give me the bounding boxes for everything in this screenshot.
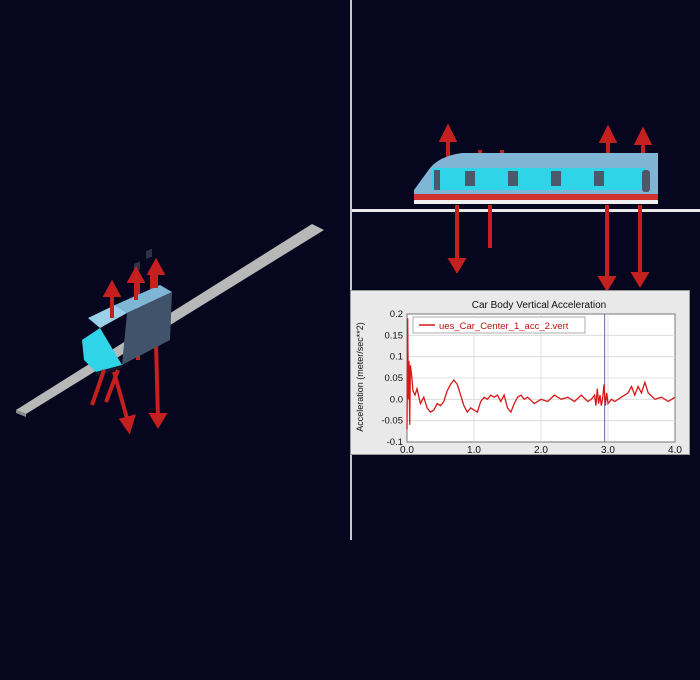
car-body: [82, 248, 172, 376]
right-scene: [352, 123, 700, 290]
y-tick-label: 0.2: [390, 309, 403, 320]
force-arrow-head: [597, 276, 617, 290]
legend-box: [412, 316, 586, 334]
force-arrow: [90, 369, 106, 406]
force-arrow: [112, 371, 130, 423]
y-tick-label: -0.1: [387, 437, 403, 448]
y-tick-label: 0.05: [385, 373, 404, 384]
x-tick-label: 1.0: [467, 445, 481, 454]
x-tick-label: 4.0: [668, 445, 682, 454]
tick-labels: 0.0 1.0 2.0 3.0 4.0 0.2 0.15 0.1 0.05 0.0 -0.05 -0.…: [381, 309, 682, 456]
legend: ues_Car_Center_1_acc_2.vert: [412, 316, 586, 334]
force-arrow-head: [447, 258, 467, 274]
y-tick-label: -0.05: [381, 416, 403, 427]
series-line: [406, 318, 676, 430]
y-tick-label: 0.15: [385, 330, 404, 341]
force-arrow-head: [118, 414, 136, 435]
acceleration-plot-panel[interactable]: Car Body Vertical Acceleration Accelerat…: [350, 290, 690, 456]
force-arrow-head: [126, 265, 146, 283]
guideway-side: [352, 209, 700, 212]
x-tick-label: 3.0: [601, 445, 615, 454]
y-tick-label: 0.0: [390, 394, 403, 405]
left-scene: [16, 224, 324, 435]
force-arrows-front: [90, 257, 168, 435]
right-3d-viewport[interactable]: [352, 0, 700, 290]
force-arrow-head: [630, 272, 650, 288]
force-arrow-head: [146, 257, 166, 275]
force-arrow-head: [438, 123, 458, 142]
y-axis-label: Acceleration (meter/sec**2): [355, 322, 365, 432]
y-tick-label: 0.1: [390, 352, 403, 363]
x-tick-label: 0.0: [400, 445, 414, 454]
acceleration-plot: Car Body Vertical Acceleration Accelerat…: [355, 300, 682, 456]
force-arrow-head: [633, 126, 653, 145]
force-arrow-head: [148, 413, 168, 429]
force-arrow-head: [598, 124, 618, 143]
plot-title: Car Body Vertical Acceleration: [472, 300, 607, 311]
left-3d-viewport[interactable]: [0, 0, 350, 540]
force-arrows-down: [447, 205, 650, 290]
force-arrow: [104, 369, 120, 403]
guideway-edge: [16, 410, 26, 417]
force-arrow-head: [102, 279, 122, 297]
legend-label: ues_Car_Center_1_acc_2.vert: [439, 321, 569, 332]
force-arrow: [154, 341, 160, 421]
car-side: [414, 153, 658, 204]
x-tick-label: 2.0: [534, 445, 548, 454]
viewport-divider[interactable]: [350, 0, 352, 540]
